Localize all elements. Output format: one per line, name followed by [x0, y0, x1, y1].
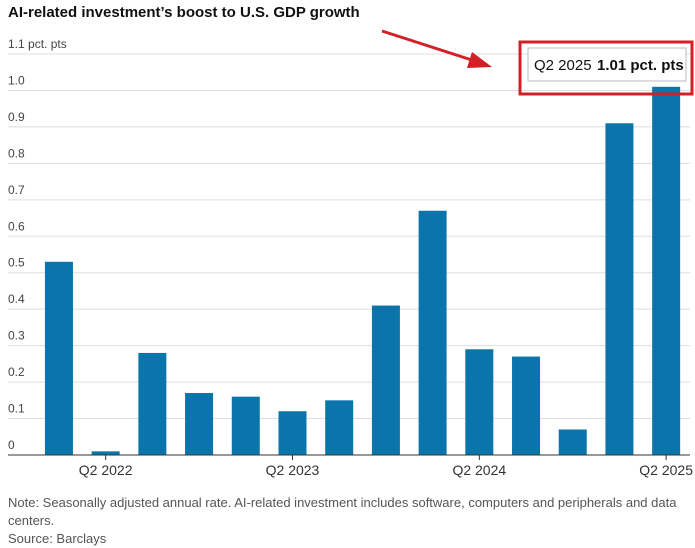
y-tick-label: 0 [8, 438, 15, 452]
bar [512, 356, 541, 455]
plot: 0 0.1 0.2 0.3 0.4 0.5 0.6 0.7 0.8 0.9 1.0 1.1 pct. … [8, 37, 693, 478]
y-tick-label: 0.1 [8, 402, 25, 416]
x-tick-label: Q2 2023 [266, 462, 320, 478]
x-tick-label: Q2 2024 [452, 462, 506, 478]
arrow-head [467, 52, 492, 68]
bar [558, 429, 587, 455]
x-tick-label: Q2 2025 [639, 462, 693, 478]
y-tick-label: 0.2 [8, 365, 25, 379]
y-tick-label: 1.1 pct. pts [8, 37, 67, 51]
y-tick-label: 0.3 [8, 329, 25, 343]
bar [418, 210, 447, 455]
y-tick-label: 0.4 [8, 292, 25, 306]
x-tick-label: Q2 2022 [79, 462, 133, 478]
bar [185, 393, 214, 455]
source: Source: Barclays [8, 531, 107, 546]
bar [325, 400, 354, 455]
y-tick-label: 1.0 [8, 73, 25, 87]
chart-title: AI-related investment’s boost to U.S. GD… [8, 4, 360, 21]
bar [138, 352, 167, 455]
bar [91, 451, 120, 455]
y-tick-label: 0.7 [8, 183, 25, 197]
bar [605, 123, 634, 455]
bar [652, 86, 681, 456]
bar [465, 349, 494, 455]
note: Note: Seasonally adjusted annual rate. A… [8, 494, 678, 548]
y-tick-label: 0.8 [8, 146, 25, 160]
tooltip-box [527, 47, 687, 82]
tooltip-category: Q2 2025 [534, 57, 592, 74]
tooltip-value: 1.01 pct. pts [597, 57, 684, 74]
bar [44, 261, 73, 455]
bar [371, 305, 400, 455]
y-tick-label: 0.6 [8, 219, 25, 233]
highlight-box [518, 40, 694, 96]
y-tick-label: 0.5 [8, 256, 25, 270]
y-tick-label: 0.9 [8, 110, 25, 124]
note-text: Note: Seasonally adjusted annual rate. A… [8, 495, 677, 528]
bar [278, 411, 307, 455]
bar [231, 396, 260, 455]
arrow-shaft [381, 29, 479, 64]
